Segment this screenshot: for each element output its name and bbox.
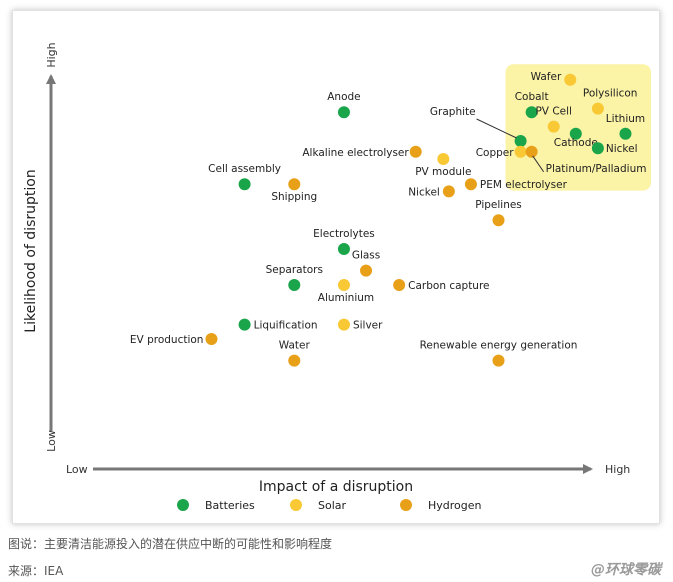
point-label-solar-aluminium: Aluminium bbox=[318, 292, 374, 304]
legend: Batteries Solar Hydrogen bbox=[177, 499, 482, 512]
point-hydrogen-glass bbox=[360, 264, 373, 277]
point-hydrogen-pipelines bbox=[492, 214, 505, 227]
watermark: @环球零碳 bbox=[591, 562, 661, 578]
x-axis-title: Impact of a disruption bbox=[259, 479, 413, 495]
x-high-label: High bbox=[605, 463, 630, 476]
x-low-label: Low bbox=[66, 463, 88, 476]
point-hydrogen-alkaline-electrolyser bbox=[409, 145, 422, 158]
point-label-batteries-cathode: Cathode bbox=[554, 137, 598, 149]
point-batteries-lithium bbox=[619, 127, 632, 140]
point-hydrogen-nickel bbox=[442, 185, 455, 198]
point-label-hydrogen-shipping: Shipping bbox=[271, 191, 317, 203]
point-batteries-anode bbox=[337, 106, 350, 119]
point-hydrogen-platinum-palladium bbox=[525, 145, 538, 158]
point-solar-wafer bbox=[564, 73, 577, 86]
scatter-chart: High Low Low High Likelihood of disrupti… bbox=[23, 42, 651, 512]
point-batteries-cathode bbox=[569, 127, 582, 140]
point-label-hydrogen-ev-production: EV production bbox=[130, 334, 204, 346]
point-solar-polysilicon bbox=[591, 102, 604, 115]
point-solar-silver bbox=[337, 318, 350, 331]
point-label-solar-copper: Copper bbox=[476, 147, 515, 159]
legend-marker-hydrogen bbox=[400, 499, 412, 511]
point-label-hydrogen-nickel: Nickel bbox=[408, 186, 440, 198]
point-label-solar-pv-module: PV module bbox=[415, 166, 471, 178]
point-label-hydrogen-carbon-capture: Carbon capture bbox=[408, 280, 489, 292]
point-label-batteries-liquification: Liquification bbox=[254, 320, 318, 332]
legend-marker-batteries bbox=[177, 499, 189, 511]
point-label-batteries-cobalt: Cobalt bbox=[515, 91, 549, 103]
point-batteries-cell-assembly bbox=[238, 178, 251, 191]
point-label-hydrogen-platinum-palladium: Platinum/Palladium bbox=[546, 163, 647, 175]
point-hydrogen-shipping bbox=[288, 178, 301, 191]
point-solar-pv-module bbox=[437, 153, 450, 165]
point-batteries-graphite bbox=[514, 135, 527, 147]
point-label-hydrogen-pipelines: Pipelines bbox=[475, 199, 522, 211]
point-label-batteries-lithium: Lithium bbox=[606, 113, 645, 125]
point-hydrogen-renewable-energy-generation bbox=[492, 354, 505, 367]
legend-label-hydrogen: Hydrogen bbox=[428, 499, 482, 512]
point-label-batteries-nickel: Nickel bbox=[606, 143, 638, 155]
point-hydrogen-water bbox=[288, 354, 301, 367]
legend-label-batteries: Batteries bbox=[205, 499, 255, 512]
y-low-label: Low bbox=[45, 430, 58, 452]
chart-frame: High Low Low High Likelihood of disrupti… bbox=[12, 10, 660, 524]
point-hydrogen-carbon-capture bbox=[393, 279, 406, 291]
point-hydrogen-ev-production bbox=[205, 333, 218, 345]
point-label-batteries-separators: Separators bbox=[266, 264, 323, 276]
point-solar-aluminium bbox=[337, 279, 350, 291]
point-label-batteries-cell-assembly: Cell assembly bbox=[208, 163, 281, 175]
point-label-solar-silver: Silver bbox=[353, 320, 383, 332]
figure-caption: 图说：主要清洁能源投入的潜在供应中断的可能性和影响程度 bbox=[8, 537, 333, 551]
point-label-hydrogen-alkaline-electrolyser: Alkaline electrolyser bbox=[302, 147, 409, 159]
point-label-hydrogen-pem-electrolyser: PEM electrolyser bbox=[480, 179, 568, 191]
point-batteries-electrolytes bbox=[337, 243, 350, 255]
point-label-batteries-electrolytes: Electrolytes bbox=[313, 228, 375, 240]
point-batteries-cobalt bbox=[525, 106, 538, 119]
point-label-hydrogen-renewable-energy-generation: Renewable energy generation bbox=[420, 340, 578, 352]
point-hydrogen-pem-electrolyser bbox=[464, 178, 477, 191]
legend-label-solar: Solar bbox=[318, 499, 347, 512]
point-label-solar-pv-cell: PV Cell bbox=[535, 106, 571, 118]
platinum-leader-line bbox=[532, 155, 545, 173]
highlight-region bbox=[505, 64, 651, 191]
point-solar-pv-cell bbox=[547, 120, 560, 133]
point-label-hydrogen-glass: Glass bbox=[352, 250, 380, 262]
source-note: 来源：IEA bbox=[8, 564, 64, 578]
point-solar-copper bbox=[514, 145, 527, 158]
point-label-batteries-anode: Anode bbox=[327, 91, 360, 103]
point-label-solar-polysilicon: Polysilicon bbox=[583, 88, 638, 100]
point-label-batteries-graphite: Graphite bbox=[430, 106, 476, 118]
point-batteries-liquification bbox=[238, 318, 251, 331]
point-batteries-separators bbox=[288, 279, 301, 291]
point-label-hydrogen-water: Water bbox=[279, 340, 311, 352]
point-batteries-nickel bbox=[591, 142, 604, 155]
legend-marker-solar bbox=[290, 499, 302, 511]
point-label-solar-wafer: Wafer bbox=[531, 71, 562, 83]
graphite-leader-line bbox=[476, 118, 517, 139]
y-axis-title: Likelihood of disruption bbox=[23, 169, 39, 332]
y-high-label: High bbox=[45, 42, 58, 67]
